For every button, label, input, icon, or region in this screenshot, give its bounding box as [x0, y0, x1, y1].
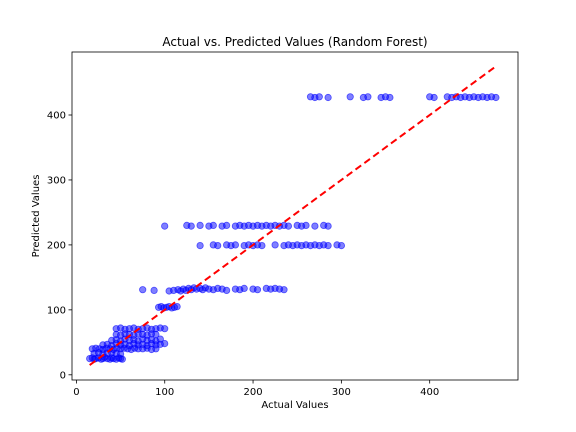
data-point [386, 93, 394, 102]
data-point [156, 335, 164, 343]
data-point [324, 93, 332, 102]
data-point [253, 286, 262, 294]
data-point [187, 222, 195, 230]
data-point [161, 222, 169, 230]
x-tick-label: 200 [244, 387, 263, 398]
reference-line [89, 65, 497, 366]
y-tick-label: 0 [60, 370, 66, 381]
data-point [223, 286, 231, 294]
chart-title: Actual vs. Predicted Values (Random Fore… [162, 35, 427, 49]
data-point [161, 325, 169, 333]
y-tick-label: 300 [47, 175, 66, 186]
data-point [337, 242, 345, 250]
data-point [240, 284, 248, 292]
data-point [209, 221, 217, 229]
data-point [324, 222, 332, 230]
data-point [139, 286, 147, 294]
y-tick-label: 100 [47, 305, 66, 316]
plot-frame [71, 51, 519, 381]
data-point [311, 222, 319, 230]
x-axis-label: Actual Values [261, 400, 328, 411]
data-point [196, 221, 204, 229]
x-tick-label: 0 [73, 387, 79, 398]
data-point [258, 242, 266, 250]
data-point [271, 241, 279, 249]
data-point [346, 93, 354, 101]
data-point [280, 286, 288, 294]
x-tick-label: 100 [155, 387, 174, 398]
data-point [161, 339, 169, 348]
data-point [364, 93, 372, 101]
x-tick-label: 300 [332, 387, 351, 398]
y-tick-label: 200 [47, 240, 66, 251]
x-axis-ticks: 0 100 200 300 400 [73, 380, 439, 398]
y-tick-label: 400 [47, 111, 66, 122]
data-point [492, 93, 500, 102]
data-point [214, 242, 222, 250]
data-point [302, 221, 310, 229]
data-point [324, 242, 332, 250]
data-point [315, 93, 323, 101]
x-tick-label: 400 [420, 387, 439, 398]
data-point [231, 241, 239, 249]
data-point [150, 286, 158, 294]
data-point [430, 93, 438, 102]
data-point [173, 302, 181, 311]
y-axis-ticks: 0 100 200 300 400 [47, 111, 72, 381]
y-axis-label: Predicted Values [31, 175, 42, 258]
data-point [223, 221, 231, 229]
data-point [196, 242, 204, 250]
data-point [284, 222, 292, 230]
